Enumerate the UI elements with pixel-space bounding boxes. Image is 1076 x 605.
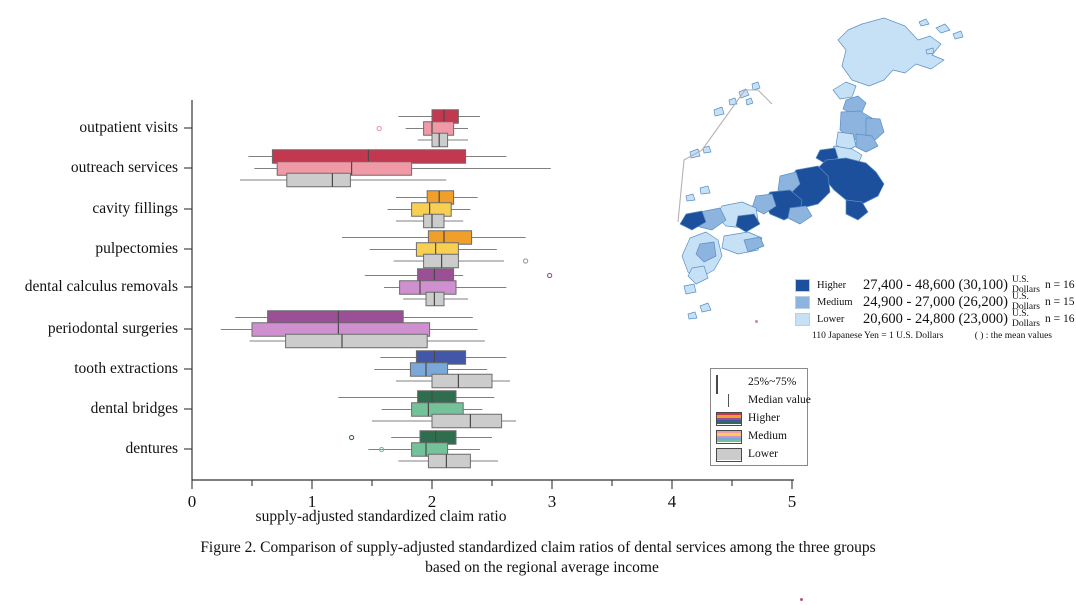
map-legend-unit-higher: U.S. Dollars <box>1012 275 1040 295</box>
caption-line-2: based on the regional average income <box>425 559 659 576</box>
legend-item-lower: Lower <box>716 445 803 463</box>
map-legend-n-medium: n = 15 <box>1044 296 1075 308</box>
medium-stripes-swatch <box>716 429 742 444</box>
y-axis-label: outreach services <box>70 159 178 176</box>
map-legend-label-lower: Lower <box>817 313 845 325</box>
map-legend-range-medium: 24,900 - 27,000 (26,200) <box>863 293 1008 310</box>
map-legend-footnotes: 110 Japanese Yen = 1 U.S. Dollars ( ) : … <box>812 331 1052 345</box>
legend-label-median: Median value <box>748 394 811 406</box>
map-legend-label-higher: Higher <box>817 279 847 291</box>
median-line-swatch <box>716 394 742 407</box>
iqr-box-swatch <box>716 374 742 394</box>
map-swatch-medium <box>795 295 810 309</box>
map-swatch-lower <box>795 312 810 326</box>
y-axis-label: cavity fillings <box>92 200 178 217</box>
currency-footnote: 110 Japanese Yen = 1 U.S. Dollars <box>812 331 944 341</box>
x-axis-tick-label: 2 <box>427 492 437 511</box>
scan-artifact <box>755 320 758 323</box>
mean-values-footnote: ( ) : the mean values <box>974 331 1052 341</box>
map-legend-range-higher: 27,400 - 48,600 (30,100) <box>863 276 1008 293</box>
y-axis-label: periodontal surgeries <box>47 320 178 337</box>
map-legend: Higher 27,400 - 48,600 (30,100) U.S. Dol… <box>795 275 1074 329</box>
legend-label-medium: Medium <box>748 430 787 442</box>
figure-caption: Figure 2. Comparison of supply-adjusted … <box>0 538 1076 578</box>
legend-item-medium: Medium <box>716 427 803 445</box>
caption-line-1: Figure 2. Comparison of supply-adjusted … <box>200 539 876 556</box>
map-legend-unit-lower: U.S. Dollars <box>1012 309 1040 329</box>
map-legend-label-medium: Medium <box>817 296 853 308</box>
legend-item-higher: Higher <box>716 409 803 427</box>
x-axis-title: supply-adjusted standardized claim ratio <box>255 508 507 525</box>
map-legend-range-lower: 20,600 - 24,800 (23,000) <box>863 310 1008 327</box>
y-axis-label: dental calculus removals <box>24 278 178 295</box>
y-axis-label: dental bridges <box>90 400 178 417</box>
legend-label-higher: Higher <box>748 412 780 424</box>
y-axis-label: dentures <box>125 440 178 457</box>
x-axis-tick-label: 1 <box>307 492 317 511</box>
y-axis-label: tooth extractions <box>74 360 178 377</box>
boxplot-legend: 25%~75% Median value Higher Medium Lower <box>710 368 811 466</box>
higher-stripes-swatch <box>716 411 742 426</box>
legend-item-iqr: 25%~75% <box>716 373 803 394</box>
map-legend-n-lower: n = 16 <box>1044 313 1075 325</box>
legend-item-median: Median value <box>716 391 811 409</box>
map-legend-row-higher: Higher 27,400 - 48,600 (30,100) U.S. Dol… <box>795 275 1074 295</box>
map-legend-unit-medium: U.S. Dollars <box>1012 292 1040 312</box>
map-legend-row-medium: Medium 24,900 - 27,000 (26,200) U.S. Dol… <box>795 292 1074 312</box>
x-axis-tick-label: 0 <box>187 492 197 511</box>
scan-artifact <box>800 598 803 601</box>
map-legend-n-higher: n = 16 <box>1044 279 1075 291</box>
x-axis-tick-label: 5 <box>787 492 797 511</box>
x-axis-tick-label: 4 <box>667 492 677 511</box>
y-axis-label: pulpectomies <box>95 240 178 257</box>
x-axis-tick-label: 3 <box>547 492 557 511</box>
legend-label-iqr: 25%~75% <box>748 376 797 388</box>
map-legend-row-lower: Lower 20,600 - 24,800 (23,000) U.S. Doll… <box>795 309 1074 329</box>
y-axis-label: outpatient visits <box>79 119 178 136</box>
legend-label-lower: Lower <box>748 448 779 460</box>
map-swatch-higher <box>795 278 810 292</box>
lower-stripes-swatch <box>716 447 742 462</box>
